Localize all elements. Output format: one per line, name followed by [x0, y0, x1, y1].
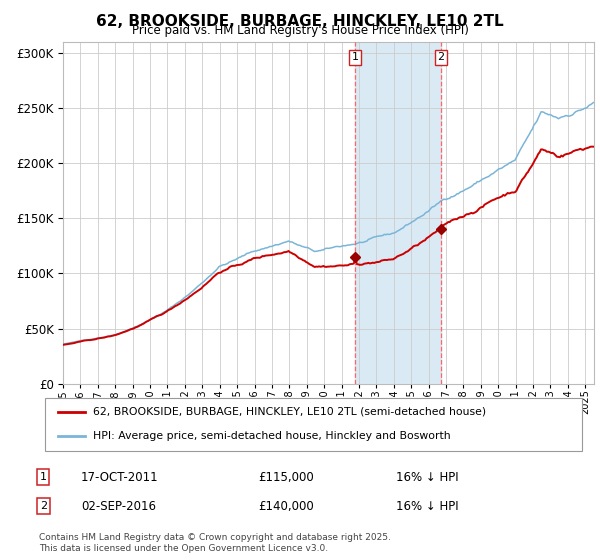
Bar: [355, 42, 441, 384]
Text: 62, BROOKSIDE, BURBAGE, HINCKLEY, LE10 2TL (semi-detached house): 62, BROOKSIDE, BURBAGE, HINCKLEY, LE10 2…: [94, 407, 487, 417]
Text: 1: 1: [40, 472, 47, 482]
Text: £140,000: £140,000: [258, 500, 314, 513]
Text: HPI: Average price, semi-detached house, Hinckley and Bosworth: HPI: Average price, semi-detached house,…: [94, 431, 451, 441]
Text: 2: 2: [40, 501, 47, 511]
Text: Price paid vs. HM Land Registry's House Price Index (HPI): Price paid vs. HM Land Registry's House …: [131, 24, 469, 37]
Text: 1: 1: [352, 53, 359, 62]
Text: 16% ↓ HPI: 16% ↓ HPI: [396, 500, 458, 513]
Text: 2: 2: [437, 53, 445, 62]
Text: Contains HM Land Registry data © Crown copyright and database right 2025.
This d: Contains HM Land Registry data © Crown c…: [39, 533, 391, 553]
Text: £115,000: £115,000: [258, 470, 314, 484]
FancyBboxPatch shape: [45, 398, 582, 451]
Text: 16% ↓ HPI: 16% ↓ HPI: [396, 470, 458, 484]
Text: 02-SEP-2016: 02-SEP-2016: [81, 500, 156, 513]
Text: 62, BROOKSIDE, BURBAGE, HINCKLEY, LE10 2TL: 62, BROOKSIDE, BURBAGE, HINCKLEY, LE10 2…: [96, 14, 504, 29]
Text: 17-OCT-2011: 17-OCT-2011: [81, 470, 158, 484]
